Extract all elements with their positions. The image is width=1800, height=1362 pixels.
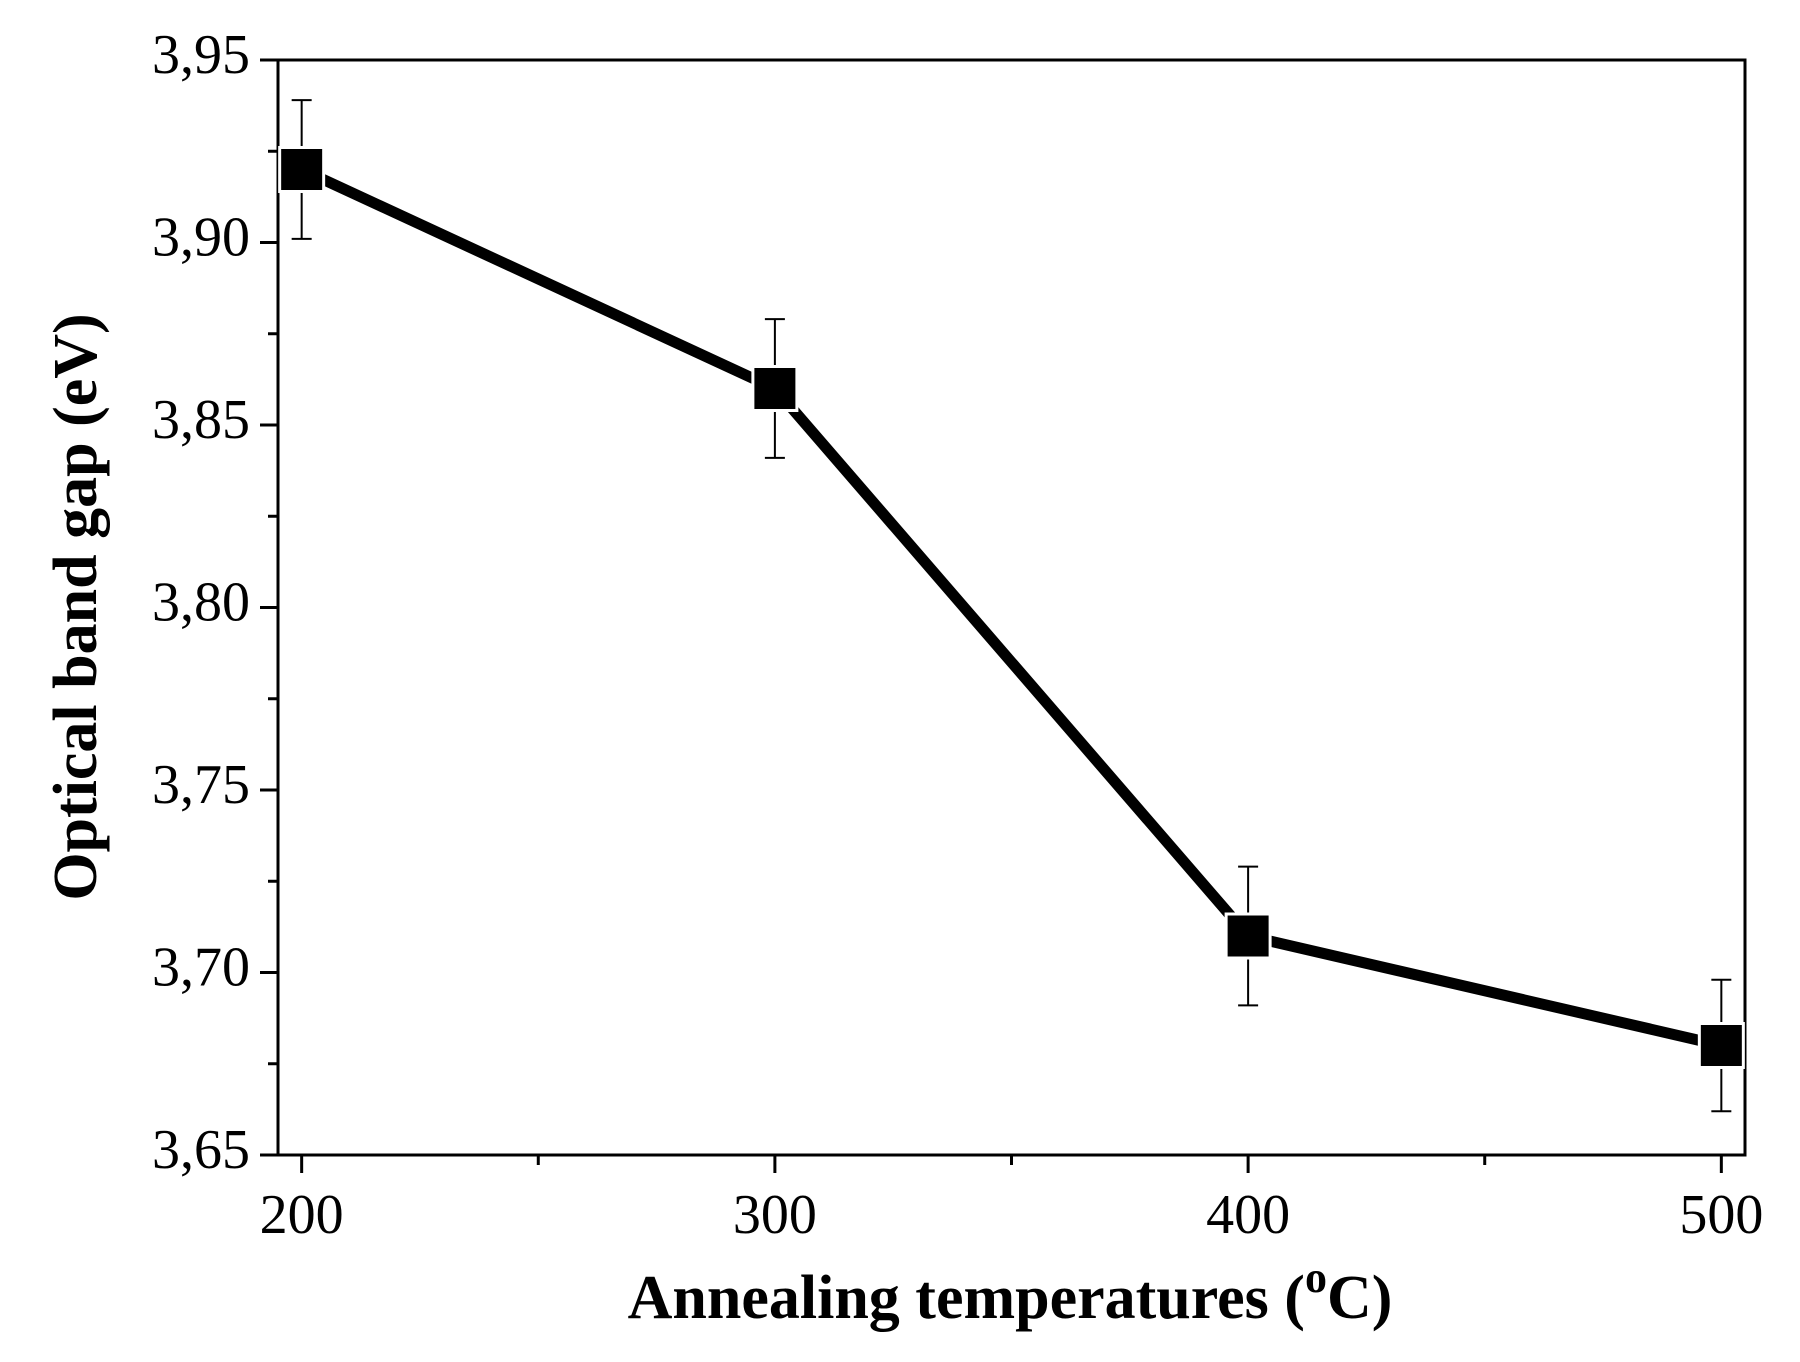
y-tick-label: 3,65 (152, 1119, 250, 1181)
series-line (299, 164, 1723, 1051)
x-axis-title-main: Annealing temperatures ( (628, 1264, 1305, 1332)
x-tick-label: 300 (733, 1184, 817, 1246)
x-tick-label: 500 (1679, 1184, 1763, 1246)
y-tick-label: 3,90 (152, 206, 250, 268)
x-tick-label: 200 (260, 1184, 344, 1246)
x-axis-title-sup: o (1305, 1253, 1327, 1302)
data-point-marker (1224, 912, 1272, 960)
data-point-marker (278, 146, 326, 193)
y-tick-label: 3,95 (152, 24, 250, 86)
axis-ticks (260, 58, 1723, 1173)
y-axis-title: Optical band gap (eV) (42, 313, 110, 900)
tick-labels: 3,65 3,70 3,75 3,80 3,85 3,90 3,95 200 300 400 500 (152, 24, 1763, 1246)
y-tick-label: 3,75 (152, 754, 250, 816)
y-tick-label: 3,85 (152, 389, 250, 451)
x-tick-label: 400 (1206, 1184, 1290, 1246)
data-point-marker (751, 365, 799, 412)
data-point-marker (1697, 1022, 1745, 1069)
plot-frame (276, 58, 1747, 1157)
y-tick-label: 3,70 (152, 936, 250, 998)
x-axis-title: Annealing temperatures (oC) (628, 1253, 1393, 1332)
y-tick-label: 3,80 (152, 571, 250, 633)
data-series (278, 99, 1745, 1113)
x-axis-title-unit: C) (1327, 1264, 1392, 1332)
